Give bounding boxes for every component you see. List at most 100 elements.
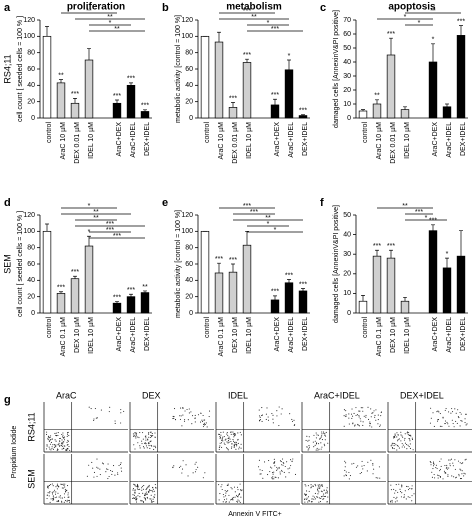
event-dot: [439, 468, 441, 470]
event-dot: [407, 486, 409, 488]
event-dot: [46, 433, 48, 435]
event-dot: [310, 487, 312, 489]
column-label: AraC+IDEL: [314, 390, 360, 400]
error-bar: [231, 263, 235, 273]
event-dot: [304, 484, 306, 486]
event-dot: [239, 483, 241, 485]
event-dot: [61, 445, 63, 447]
event-dot: [315, 485, 317, 487]
event-dot: [60, 443, 63, 445]
event-dot: [276, 466, 278, 468]
event-dot: [265, 413, 267, 415]
event-dot: [409, 496, 411, 498]
y-axis-label: metabolic activity [control = 100 %]: [175, 210, 182, 318]
x-tick-label: DEX+IDEL: [302, 122, 309, 156]
event-dot: [358, 410, 360, 412]
event-dot: [261, 414, 263, 417]
event-dot: [173, 417, 175, 419]
event-dot: [453, 426, 455, 428]
event-dot: [400, 440, 402, 442]
event-dot: [409, 440, 411, 442]
event-dot: [154, 436, 156, 438]
event-dot: [220, 431, 222, 433]
event-dot: [145, 437, 147, 439]
event-dot: [123, 410, 125, 412]
event-dot: [274, 476, 276, 478]
event-dot: [459, 468, 461, 470]
event-dot: [108, 411, 110, 413]
event-dot: [202, 477, 204, 479]
event-dot: [291, 418, 293, 421]
event-dot: [390, 501, 392, 503]
bar: [56, 293, 66, 314]
event-dot: [273, 462, 275, 464]
event-dot: [350, 413, 353, 415]
event-dot: [351, 415, 354, 417]
x-tick-label: AraC+DEX: [116, 317, 123, 352]
bar: [112, 102, 122, 119]
x-tick-label: AraC 10 µM: [218, 122, 225, 160]
bracket-label: ***: [243, 203, 251, 210]
event-dot: [265, 418, 267, 421]
event-dot: [150, 501, 153, 503]
event-dot: [132, 435, 135, 437]
event-dot: [150, 494, 152, 496]
event-dot: [314, 498, 317, 500]
error-bar: [143, 109, 147, 112]
significance: ***: [271, 289, 279, 296]
event-dot: [446, 464, 448, 466]
event-dot: [396, 496, 398, 498]
event-dot: [395, 444, 397, 446]
event-dot: [68, 500, 70, 502]
event-dot: [52, 485, 54, 487]
event-dot: [320, 496, 322, 498]
event-dot: [400, 431, 402, 433]
event-dot: [57, 485, 59, 487]
event-dot: [99, 468, 101, 470]
event-dot: [355, 466, 357, 468]
event-dot: [154, 494, 156, 496]
event-dot: [375, 477, 377, 479]
event-dot: [132, 487, 134, 490]
event-dot: [133, 497, 135, 499]
panel-letter: b: [162, 2, 169, 14]
event-dot: [272, 422, 274, 424]
event-dot: [313, 498, 315, 500]
y-tick-label: 10: [343, 290, 351, 297]
event-dot: [314, 492, 316, 494]
error-bar: [45, 26, 49, 37]
event-dot: [135, 433, 137, 435]
event-dot: [438, 411, 440, 413]
event-dot: [325, 431, 327, 434]
event-dot: [172, 415, 174, 417]
event-dot: [278, 466, 280, 468]
event-dot: [182, 414, 184, 416]
event-dot: [273, 478, 275, 480]
bar: [270, 104, 280, 119]
event-dot: [219, 442, 221, 444]
event-dot: [135, 437, 137, 439]
event-dot: [360, 471, 363, 474]
event-dot: [326, 501, 328, 503]
event-dot: [147, 497, 149, 499]
event-dot: [353, 462, 355, 464]
event-dot: [320, 436, 322, 438]
event-dot: [430, 407, 432, 409]
event-dot: [396, 444, 398, 446]
event-dot: [275, 476, 277, 478]
event-dot: [117, 473, 119, 476]
event-dot: [197, 466, 199, 468]
event-dot: [351, 463, 353, 465]
event-dot: [57, 492, 59, 494]
event-dot: [315, 449, 317, 451]
event-dot: [133, 492, 136, 494]
error-bar: [389, 37, 393, 55]
event-dot: [143, 447, 145, 449]
event-dot: [261, 407, 263, 409]
event-dot: [173, 465, 175, 467]
event-dot: [267, 419, 270, 421]
event-dot: [279, 460, 282, 462]
error-bar: [403, 296, 407, 302]
event-dot: [64, 499, 67, 502]
event-dot: [439, 460, 441, 462]
